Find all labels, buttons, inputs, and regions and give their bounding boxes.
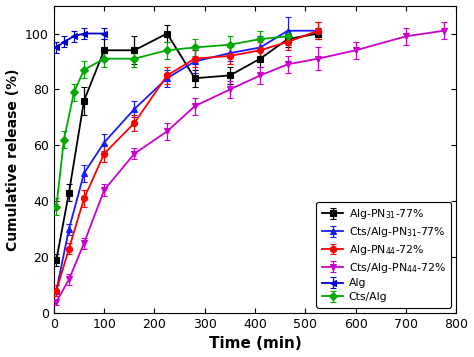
Legend: Alg-PN$_{31}$-77%, Cts/Alg-PN$_{31}$-77%, Alg-PN$_{44}$-72%, Cts/Alg-PN$_{44}$-7: Alg-PN$_{31}$-77%, Cts/Alg-PN$_{31}$-77%… [316,202,451,308]
Y-axis label: Cumulative release (%): Cumulative release (%) [6,68,19,251]
X-axis label: Time (min): Time (min) [209,336,301,351]
